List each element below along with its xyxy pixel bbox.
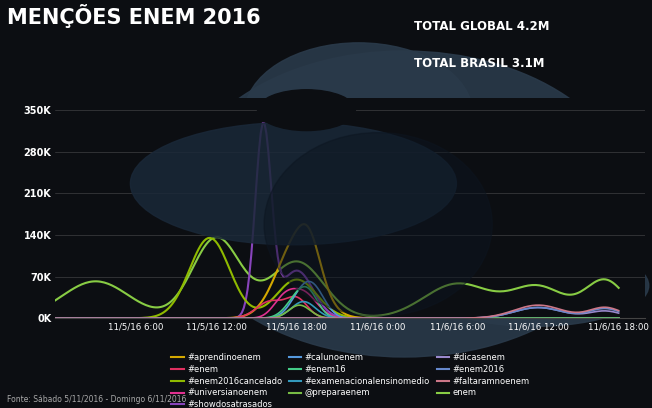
Text: MENÇÕES ENEM 2016: MENÇÕES ENEM 2016: [7, 4, 260, 28]
Text: TOTAL BRASIL 3.1M: TOTAL BRASIL 3.1M: [414, 57, 544, 70]
Text: Fonte: Sábado 5/11/2016 - Domingo 6/11/2016: Fonte: Sábado 5/11/2016 - Domingo 6/11/2…: [7, 395, 186, 404]
Text: TOTAL GLOBAL 4.2M: TOTAL GLOBAL 4.2M: [414, 20, 550, 33]
Legend: #aprendinoenem, #enem, #enem2016cancelado, #universianoenem, #showdosatrasados, : #aprendinoenem, #enem, #enem2016cancelad…: [170, 351, 531, 408]
